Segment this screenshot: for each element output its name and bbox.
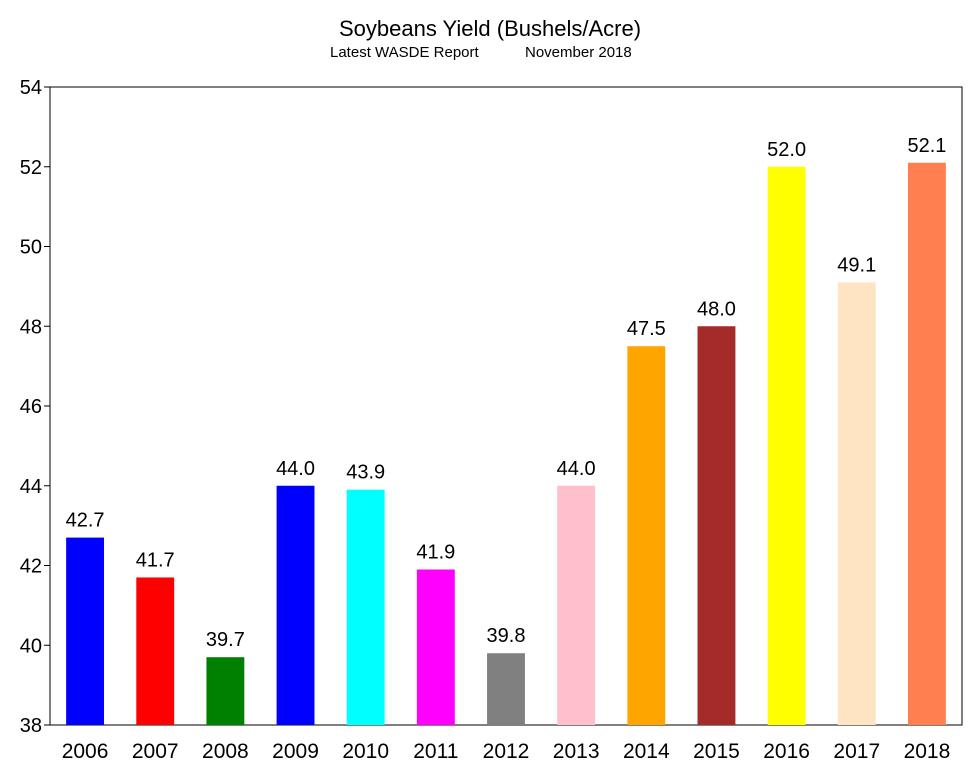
- bar-2017: [837, 282, 876, 725]
- value-label-2012: 39.8: [487, 625, 526, 647]
- x-tick-label: 2007: [132, 740, 179, 763]
- y-tick-label: 52: [20, 157, 42, 179]
- value-label-2014: 47.5: [627, 318, 666, 340]
- bar-2016: [767, 166, 806, 725]
- value-label-2007: 41.7: [136, 549, 175, 571]
- x-axis: 2006 2007 2008 2009 2010 2011 2012 2013 2014 2015…: [62, 740, 951, 763]
- x-tick-label: 2013: [553, 740, 600, 763]
- value-label-2011: 41.9: [416, 541, 455, 563]
- chart-title: Soybeans Yield (Bushels/Acre): [338, 16, 642, 41]
- x-tick-label: 2016: [763, 740, 810, 763]
- value-label-2006: 42.7: [66, 510, 105, 532]
- x-tick-label: 2017: [833, 740, 880, 763]
- x-tick-label: 2012: [483, 740, 530, 763]
- y-tick-label: 48: [20, 316, 42, 338]
- bar-2012: [487, 653, 525, 725]
- value-label-2013: 44.0: [557, 458, 596, 480]
- x-tick-label: 2010: [342, 740, 389, 763]
- y-tick-label: 54: [20, 77, 42, 99]
- bar-2006: [66, 537, 105, 725]
- value-label-2015: 48.0: [697, 298, 736, 320]
- y-axis: 38 40 42 44 46 48 50 52 54: [20, 77, 50, 737]
- bar-2015: [697, 326, 736, 725]
- x-tick-label: 2006: [62, 740, 109, 763]
- chart-subtitle-report: Latest WASDE Report: [330, 44, 479, 61]
- x-tick-label: 2014: [623, 740, 670, 763]
- x-tick-label: 2018: [904, 740, 951, 763]
- x-tick-label: 2011: [413, 740, 458, 763]
- bar-series: [66, 162, 946, 725]
- bar-2009: [276, 485, 315, 725]
- y-tick-label: 50: [20, 237, 42, 259]
- value-label-2009: 44.0: [276, 458, 315, 480]
- y-tick-label: 46: [20, 396, 42, 418]
- value-labels: 42.7 41.7 39.7 44.0 43.9 41.9 39.8 44.0 47.5 48.0…: [66, 135, 947, 651]
- bar-2008: [206, 657, 245, 725]
- bar-2018: [907, 162, 946, 725]
- bar-2013: [557, 485, 596, 725]
- bar-2010: [346, 489, 385, 725]
- bar-2014: [627, 346, 666, 725]
- value-label-2010: 43.9: [346, 462, 385, 484]
- x-tick-label: 2015: [693, 740, 740, 763]
- value-label-2017: 49.1: [837, 254, 876, 276]
- bar-2011: [416, 569, 455, 725]
- x-tick-label: 2008: [202, 740, 249, 763]
- bar-2007: [136, 577, 175, 725]
- y-tick-label: 44: [20, 476, 42, 498]
- y-tick-label: 38: [20, 715, 42, 737]
- chart-subtitle-date: November 2018: [525, 44, 632, 61]
- y-tick-label: 42: [20, 556, 42, 578]
- value-label-2016: 52.0: [767, 139, 806, 161]
- value-label-2018: 52.1: [907, 135, 946, 157]
- x-tick-label: 2009: [272, 740, 319, 763]
- value-label-2008: 39.7: [206, 629, 245, 651]
- y-tick-label: 40: [20, 635, 42, 657]
